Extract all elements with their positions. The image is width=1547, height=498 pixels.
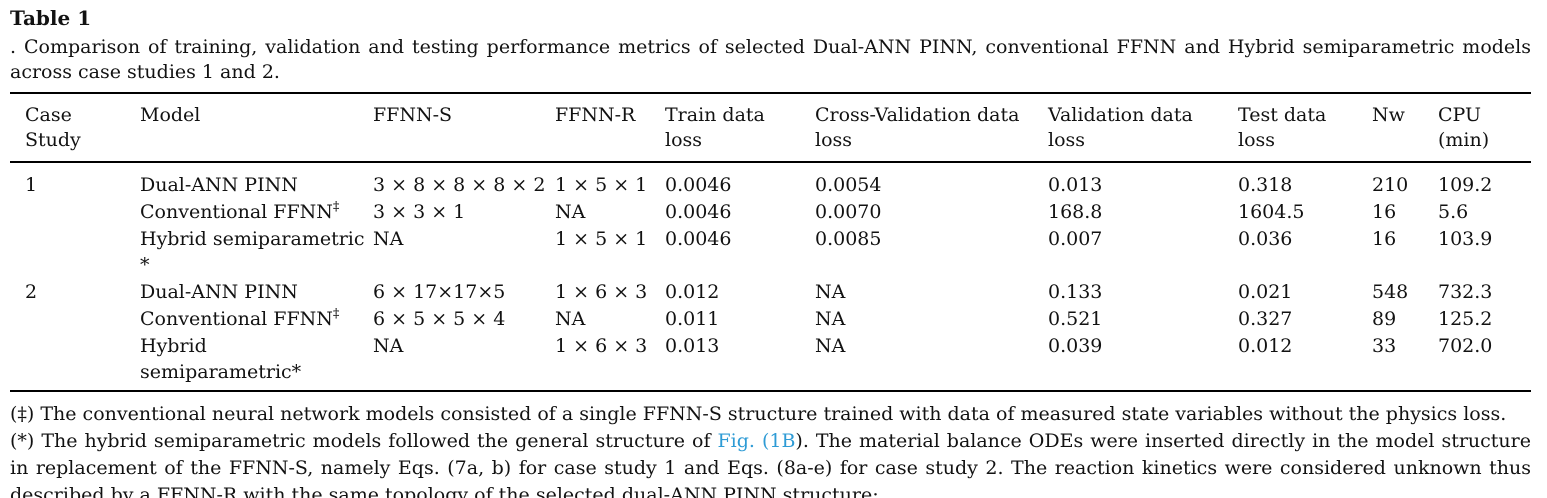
cell-model: Conventional FFNN‡ — [140, 306, 340, 330]
cell-nw: 210 — [1372, 174, 1409, 196]
cell-validation-loss: 0.133 — [1048, 281, 1103, 303]
cell-ffnn-s: 3 × 3 × 1 — [373, 201, 466, 223]
cell-test-loss: 0.036 — [1238, 228, 1293, 250]
col-header-model: Model — [140, 93, 373, 163]
cell-train-loss: 0.013 — [665, 335, 720, 357]
cell-model: Hybrid semiparametric* — [140, 335, 302, 383]
cell-cpu-min: 109.2 — [1438, 174, 1493, 196]
table-row: Conventional FFNN‡ 6 × 5 × 5 × 4 NA 0.01… — [10, 306, 1531, 333]
model-footnote-marker: ‡ — [332, 199, 340, 215]
cell-ffnn-r: NA — [555, 308, 586, 330]
cell-cross-validation-loss: NA — [815, 308, 846, 330]
cell-nw: 33 — [1372, 335, 1397, 357]
cell-test-loss: 0.012 — [1238, 335, 1293, 357]
col-header-ffnn-r: FFNN-R — [555, 93, 665, 163]
footnote-asterisk-text-2: ). The material balance ODEs were insert… — [10, 430, 1531, 498]
cell-train-loss: 0.011 — [665, 308, 720, 330]
cell-nw: 16 — [1372, 228, 1397, 250]
table-row: 1 Dual-ANN PINN 3 × 8 × 8 × 8 × 2 1 × 5 … — [10, 162, 1531, 199]
cell-cpu-min: 125.2 — [1438, 308, 1493, 330]
table-caption: . Comparison of training, validation and… — [10, 36, 1531, 83]
footnote-asterisk-text-1: (*) The hybrid semiparametric models fol… — [10, 430, 718, 452]
col-header-cpu-min: CPU (min) — [1438, 93, 1531, 163]
cell-case-study — [10, 306, 140, 333]
cell-test-loss: 0.327 — [1238, 308, 1293, 330]
cell-ffnn-r: 1 × 6 × 3 — [555, 281, 648, 303]
cell-nw: 89 — [1372, 308, 1397, 330]
cell-validation-loss: 0.013 — [1048, 174, 1103, 196]
col-header-test-data-loss: Test data loss — [1238, 93, 1372, 163]
cell-nw: 548 — [1372, 281, 1409, 303]
cell-validation-loss: 0.521 — [1048, 308, 1103, 330]
cell-model: Hybrid semiparametric * — [140, 228, 365, 276]
col-header-case-study: Case Study — [10, 93, 140, 163]
cell-ffnn-r: 1 × 5 × 1 — [555, 228, 648, 250]
table-row: Conventional FFNN‡ 3 × 3 × 1 NA 0.0046 0… — [10, 199, 1531, 226]
table-row: Hybrid semiparametric * NA 1 × 5 × 1 0.00… — [10, 226, 1531, 279]
cell-cross-validation-loss: NA — [815, 335, 846, 357]
table-row: Hybrid semiparametric* NA 1 × 6 × 3 0.013… — [10, 333, 1531, 391]
cell-validation-loss: 0.007 — [1048, 228, 1103, 250]
cell-case-study: 1 — [25, 174, 38, 196]
header-row: Case Study Model FFNN-S FFNN-R Train dat… — [10, 93, 1531, 163]
cell-case-study — [10, 226, 140, 279]
cell-ffnn-r: 1 × 5 × 1 — [555, 174, 648, 196]
table-footnotes: (‡) The conventional neural network mode… — [10, 401, 1531, 498]
cell-train-loss: 0.0046 — [665, 228, 732, 250]
cell-case-study — [10, 333, 140, 391]
cell-cpu-min: 732.3 — [1438, 281, 1493, 303]
cell-ffnn-s: 6 × 5 × 5 × 4 — [373, 308, 506, 330]
cell-ffnn-s: 3 × 8 × 8 × 8 × 2 — [373, 174, 546, 196]
cell-train-loss: 0.0046 — [665, 174, 732, 196]
cell-nw: 16 — [1372, 201, 1397, 223]
cell-cross-validation-loss: 0.0054 — [815, 174, 882, 196]
cell-case-study — [10, 199, 140, 226]
cell-ffnn-r: NA — [555, 201, 586, 223]
cell-cross-validation-loss: 0.0085 — [815, 228, 882, 250]
col-header-ffnn-s: FFNN-S — [373, 93, 555, 163]
cell-model: Conventional FFNN‡ — [140, 199, 340, 223]
model-footnote-marker: ‡ — [332, 306, 340, 322]
cell-ffnn-s: NA — [373, 335, 404, 357]
cell-ffnn-r: 1 × 6 × 3 — [555, 335, 648, 357]
cell-cpu-min: 103.9 — [1438, 228, 1493, 250]
cell-cross-validation-loss: NA — [815, 281, 846, 303]
cell-train-loss: 0.012 — [665, 281, 720, 303]
col-header-train-data-loss: Train data loss — [665, 93, 815, 163]
cell-cpu-min: 5.6 — [1438, 201, 1469, 223]
table-row: 2 Dual-ANN PINN 6 × 17×17×5 1 × 6 × 3 0.… — [10, 279, 1531, 306]
col-header-validation-data-loss: Validation data loss — [1048, 93, 1238, 163]
footnote-asterisk: (*) The hybrid semiparametric models fol… — [10, 428, 1531, 498]
col-header-cross-validation-data-loss: Cross-Validation data loss — [815, 93, 1048, 163]
figure-1b-link[interactable]: Fig. (1B — [717, 430, 796, 452]
cell-model: Dual-ANN PINN — [140, 174, 298, 196]
metrics-table: Case Study Model FFNN-S FFNN-R Train dat… — [10, 92, 1531, 392]
cell-ffnn-s: NA — [373, 228, 404, 250]
cell-test-loss: 0.021 — [1238, 281, 1293, 303]
cell-ffnn-s: 6 × 17×17×5 — [373, 281, 506, 303]
cell-test-loss: 1604.5 — [1238, 201, 1305, 223]
cell-cross-validation-loss: 0.0070 — [815, 201, 882, 223]
cell-validation-loss: 0.039 — [1048, 335, 1103, 357]
table-title: Table 1 — [10, 6, 92, 30]
cell-train-loss: 0.0046 — [665, 201, 732, 223]
cell-case-study: 2 — [25, 281, 38, 303]
cell-validation-loss: 168.8 — [1048, 201, 1103, 223]
cell-model: Dual-ANN PINN — [140, 281, 298, 303]
footnote-double-dagger: (‡) The conventional neural network mode… — [10, 403, 1507, 425]
cell-test-loss: 0.318 — [1238, 174, 1293, 196]
col-header-nw: Nw — [1372, 93, 1438, 163]
cell-cpu-min: 702.0 — [1438, 335, 1493, 357]
